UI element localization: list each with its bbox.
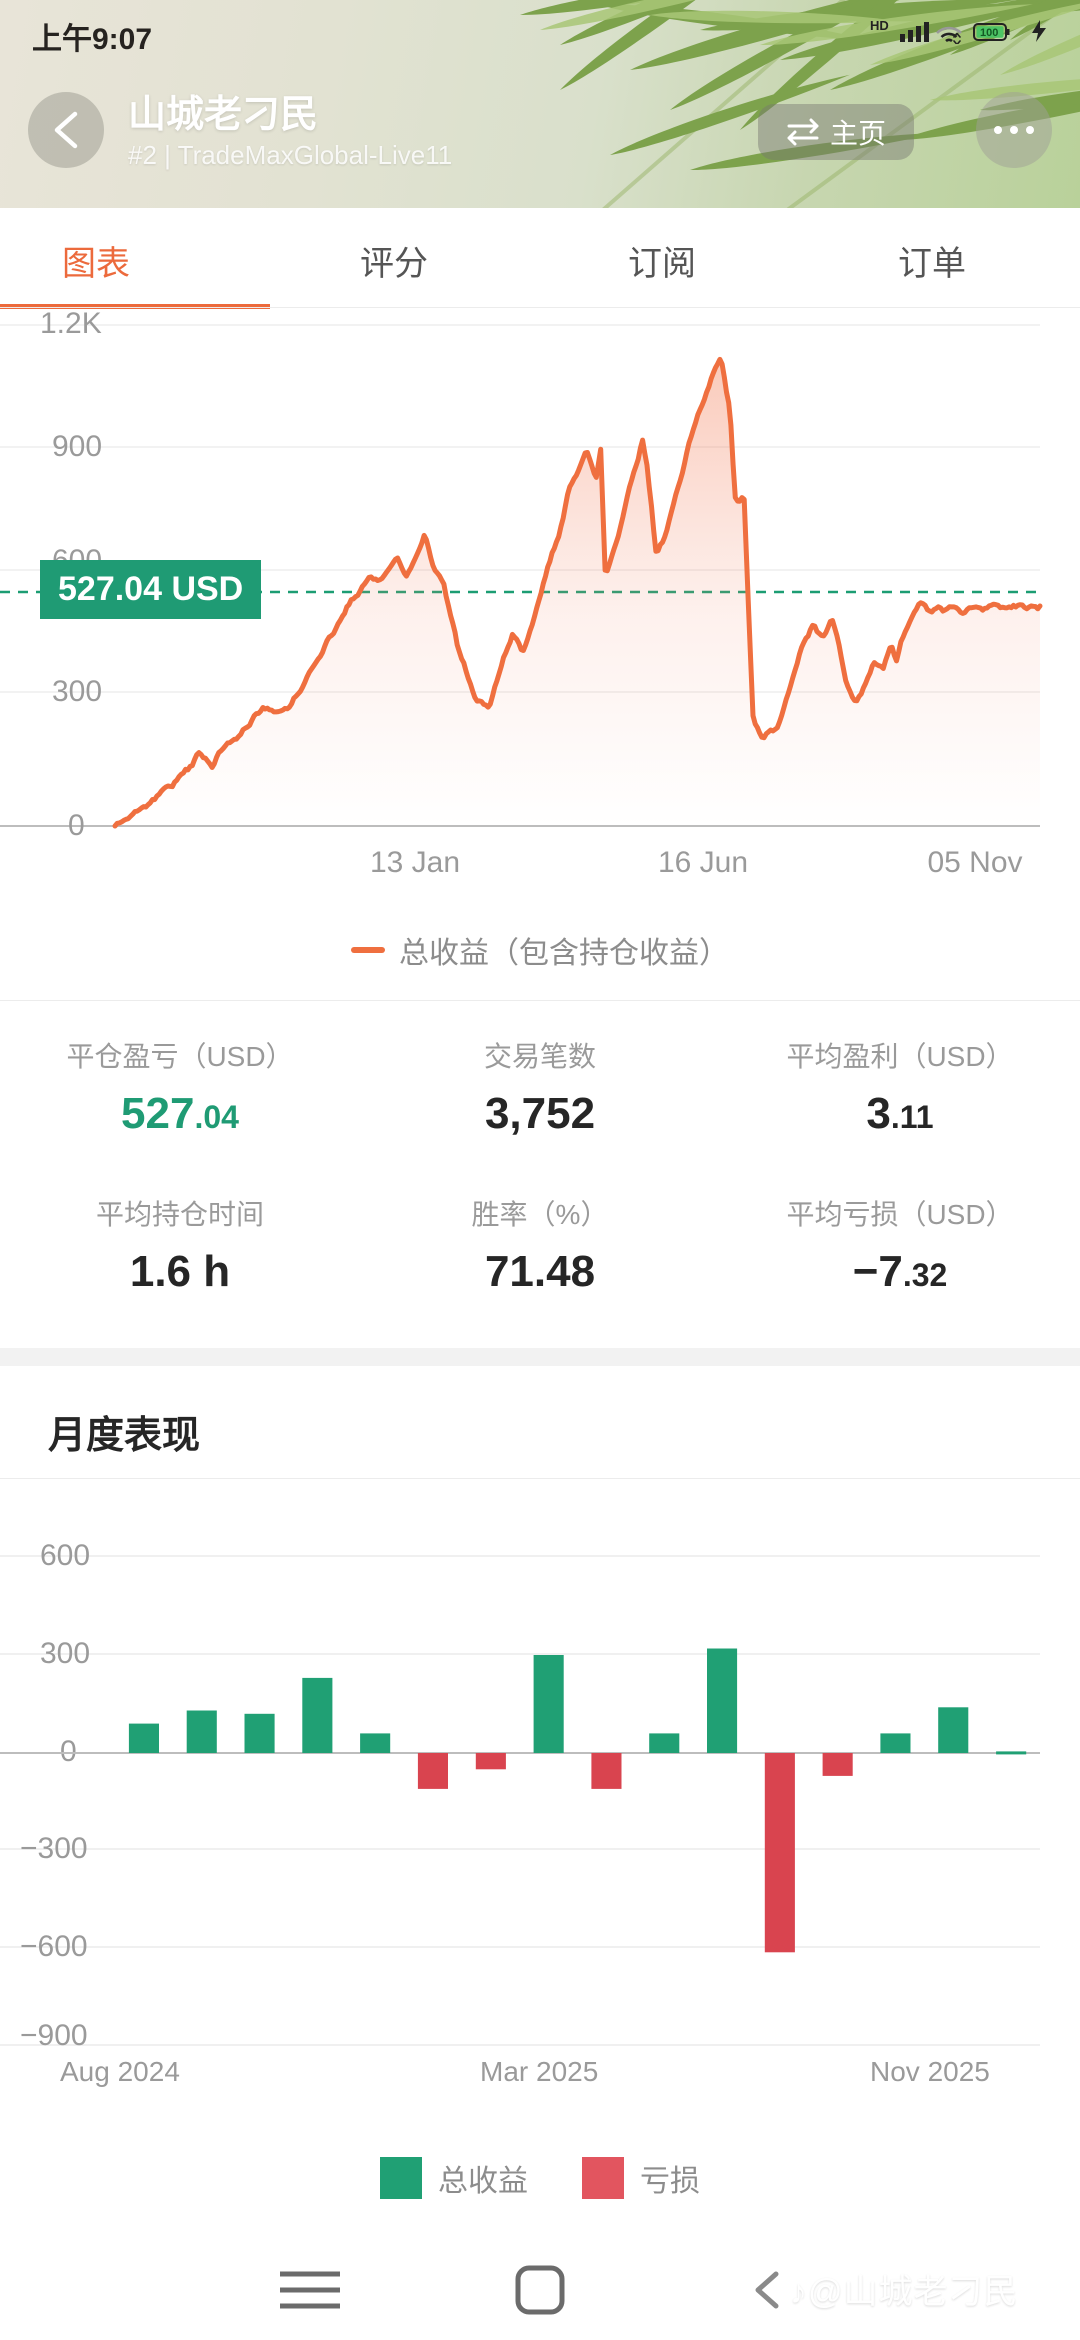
svg-text:100: 100 (980, 27, 998, 39)
svg-text:16 Jun: 16 Jun (658, 846, 748, 879)
svg-text:05 Nov: 05 Nov (927, 846, 1022, 879)
svg-text:1.2K: 1.2K (40, 307, 102, 340)
svg-text:300: 300 (52, 675, 102, 708)
svg-text:HD: HD (870, 18, 889, 33)
svg-text:−600: −600 (20, 1930, 88, 1963)
svg-text:600: 600 (40, 1539, 90, 1572)
svg-text:13 Jan: 13 Jan (370, 846, 460, 879)
svg-text:300: 300 (40, 1637, 90, 1670)
svg-text:0: 0 (60, 1735, 77, 1768)
svg-text:900: 900 (52, 430, 102, 463)
svg-text:−300: −300 (20, 1832, 88, 1865)
svg-text:−900: −900 (20, 2019, 88, 2048)
svg-text:0: 0 (68, 809, 85, 842)
